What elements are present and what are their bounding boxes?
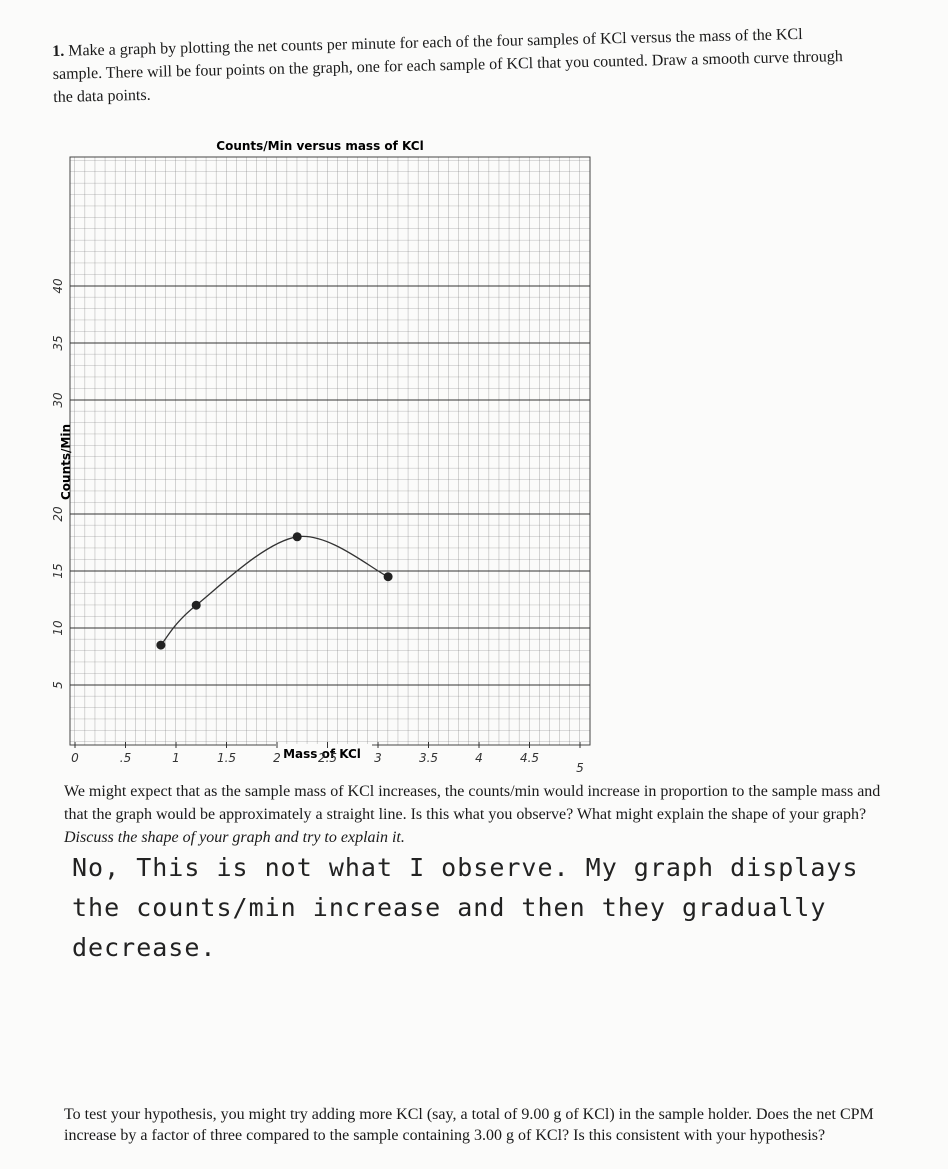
label-bg: [276, 744, 372, 760]
data-point: [383, 572, 393, 582]
y-axis-label: Counts/Min: [59, 424, 73, 500]
y-tick-label: 10: [51, 620, 65, 636]
x-tick-label: 2.5: [318, 751, 337, 765]
prompt-italic: Discuss the shape of your graph and try …: [64, 829, 405, 846]
x-tick-label: 1.5: [217, 751, 236, 765]
graph-paper: [69, 156, 591, 746]
data-point: [292, 532, 302, 542]
prompt: We might expect that as the sample mass …: [64, 780, 884, 849]
x-tick-label: 3.5: [419, 751, 438, 765]
y-tick-label: 15: [51, 563, 65, 578]
x-tick-label: 5: [576, 761, 584, 775]
x-tick-label: .5: [120, 751, 131, 765]
handwritten-answer: No, This is not what I observe. My graph…: [72, 853, 859, 962]
x-tick-label: 1: [172, 751, 180, 765]
chart: Counts/Min versus mass of KCl Mass of KC…: [51, 139, 591, 775]
data-point: [191, 600, 201, 610]
x-tick-label: 4: [475, 751, 483, 765]
y-tick-label: 20: [51, 506, 65, 522]
y-tick-label: 40: [51, 278, 65, 294]
x-tick-label: 0: [71, 751, 79, 765]
x-tick-label: 3: [374, 751, 382, 765]
x-tick-label: 2: [273, 751, 281, 765]
y-tick-label: 30: [51, 392, 65, 408]
prompt-text: We might expect that as the sample mass …: [64, 783, 881, 823]
data-point: [156, 640, 166, 650]
y-tick-label: 5: [51, 681, 65, 689]
x-tick-label: 4.5: [520, 751, 539, 765]
followup: To test your hypothesis, you might try a…: [64, 1106, 874, 1144]
smooth-curve: [160, 535, 389, 646]
y-tick-label: 35: [51, 335, 65, 350]
chart-title: Counts/Min versus mass of KCl: [216, 139, 423, 153]
x-axis-label: Mass of KCl: [283, 747, 361, 761]
